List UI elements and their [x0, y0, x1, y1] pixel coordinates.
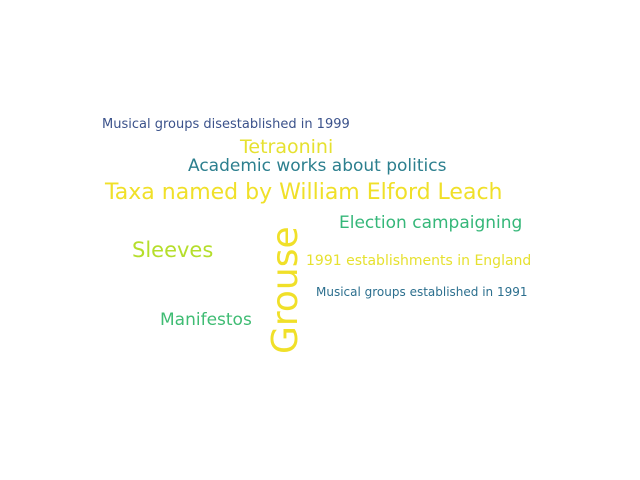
word-election-campaigning: Election campaigning [339, 213, 523, 233]
word-1991-establishments-in-england: 1991 establishments in England [306, 253, 532, 269]
word-grouse: Grouse [265, 226, 306, 354]
word-sleeves: Sleeves [132, 238, 214, 262]
word-musical-groups-disestablished-1999: Musical groups disestablished in 1999 [102, 117, 350, 132]
word-tetraonini: Tetraonini [240, 136, 334, 158]
word-taxa-named-by-william-elford-leach: Taxa named by William Elford Leach [105, 180, 503, 205]
word-academic-works-about-politics: Academic works about politics [188, 156, 447, 176]
word-manifestos: Manifestos [160, 310, 252, 330]
word-musical-groups-established-1991: Musical groups established in 1991 [316, 285, 528, 299]
